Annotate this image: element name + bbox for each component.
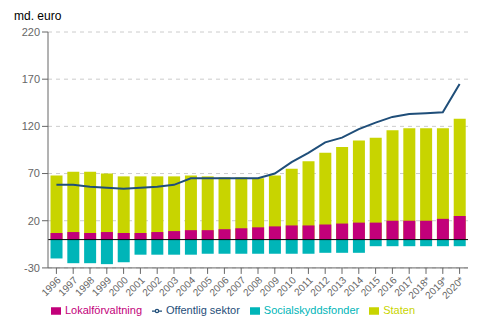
svg-text:70: 70 [28, 167, 40, 179]
svg-text:2013: 2013 [324, 274, 349, 299]
svg-text:-30: -30 [24, 262, 40, 274]
svg-text:2014: 2014 [341, 274, 366, 299]
html-text:Lokalförvaltning: Lokalförvaltning [65, 303, 142, 316]
svg-text:2004: 2004 [173, 274, 198, 299]
svg-text:20: 20 [28, 215, 40, 227]
html-text:md. euro: md. euro [14, 9, 62, 23]
svg-text:2008: 2008 [240, 274, 265, 299]
svg-text:2019*: 2019* [423, 274, 450, 301]
svg-text:2018*: 2018* [406, 274, 433, 301]
svg-text:2010: 2010 [274, 274, 298, 299]
svg-text:2005: 2005 [190, 274, 214, 299]
svg-text:2012: 2012 [308, 274, 332, 299]
svg-text:2009: 2009 [257, 274, 282, 299]
svg-text:2011: 2011 [291, 274, 315, 298]
svg-text:2003: 2003 [156, 274, 181, 299]
svg-text:1996: 1996 [39, 274, 63, 299]
svg-text:120: 120 [22, 120, 40, 132]
svg-text:2015: 2015 [358, 274, 382, 299]
html-text:Staten: Staten [383, 303, 415, 316]
svg-text:2006: 2006 [207, 274, 231, 299]
svg-text:2001: 2001 [123, 274, 147, 299]
html-text:Offentlig sektor: Offentlig sektor [166, 303, 240, 316]
svg-text:2017: 2017 [392, 274, 416, 299]
html-text:Socialskyddsfonder: Socialskyddsfonder [263, 303, 360, 316]
svg-text:2007: 2007 [224, 274, 248, 299]
svg-text:2000: 2000 [106, 274, 130, 299]
svg-text:1997: 1997 [56, 274, 80, 299]
svg-text:1998: 1998 [72, 274, 97, 299]
svg-text:2020*: 2020* [440, 274, 466, 300]
svg-text:2002: 2002 [140, 274, 164, 299]
svg-text:1999: 1999 [89, 274, 114, 299]
svg-text:220: 220 [22, 26, 40, 38]
svg-text:2016: 2016 [375, 274, 399, 299]
svg-text:170: 170 [22, 73, 40, 85]
